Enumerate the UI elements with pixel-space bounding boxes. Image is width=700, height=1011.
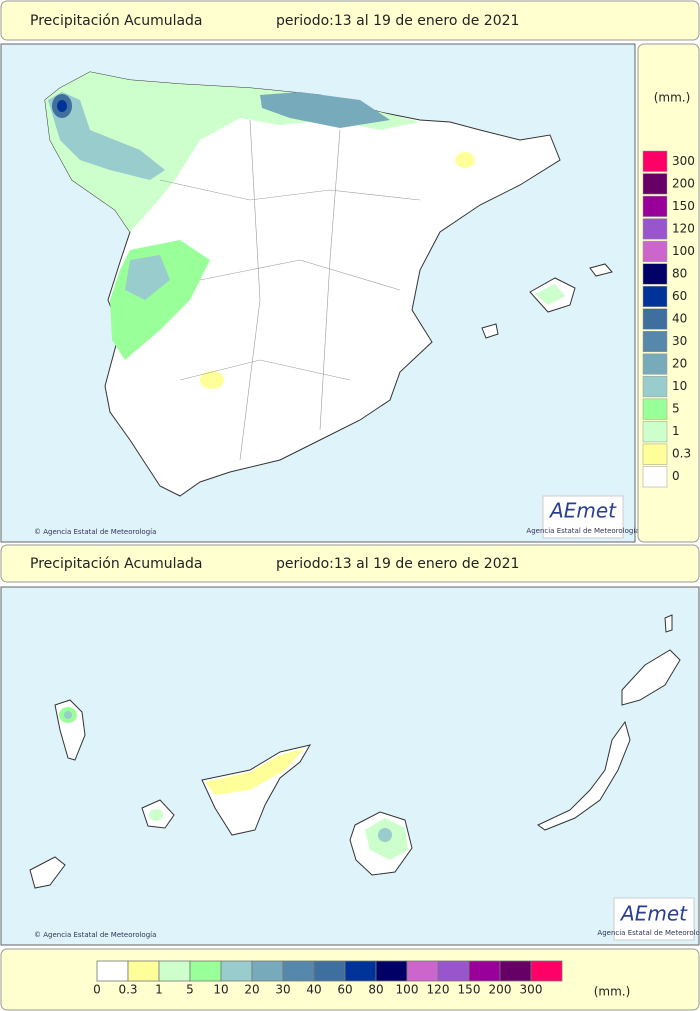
legend-swatch [642,443,668,465]
legend-swatch [642,331,668,353]
legend-swatch [642,308,668,330]
legend-unit: (mm.) [654,91,691,105]
logo-box [542,495,624,539]
legend-label: 20 [672,357,687,371]
legend-swatch [406,960,439,982]
legend-label: 60 [672,289,687,303]
legend-label: 10 [213,983,228,997]
legend-label: 0.3 [672,447,691,461]
credit: © Agencia Estatal de Meteorología [34,528,156,536]
legend-swatch [642,353,668,375]
map-title: Precipitación Acumulada [30,556,203,572]
legend-label: 60 [337,983,352,997]
legend-swatch [251,960,284,982]
legend-swatch [642,466,668,488]
legend-label: 100 [672,244,695,258]
logo-box [613,897,695,941]
legend-swatch [282,960,315,982]
legend-swatch [530,960,563,982]
legend-label: 30 [672,334,687,348]
legend-label: 300 [672,154,695,168]
legend-label: 0 [672,469,680,483]
header-box [0,0,700,41]
legend-swatch [96,960,129,982]
legend-unit: (mm.) [594,985,631,999]
legend-swatch [189,960,222,982]
legend-swatch [127,960,160,982]
map-period: periodo:13 al 19 de enero de 2021 [276,13,519,29]
legend-label: 200 [489,983,512,997]
logo-caption: Agencia Estatal de Meteorología [597,929,700,937]
legend-label: 120 [427,983,450,997]
legend-swatch [499,960,532,982]
legend: 0 0.3 1 5 10 20 30 40 60 80 100 120 150 200 300 [93,960,563,997]
legend-swatch [642,398,668,420]
legend-swatch [375,960,408,982]
legend-label: 1 [672,424,680,438]
legend-label: 100 [396,983,419,997]
legend-swatch [642,263,668,285]
legend-label: 200 [672,176,695,190]
map-area [0,586,700,946]
legend-label: 120 [672,221,695,235]
legend-label: 30 [275,983,290,997]
legend-swatch [642,150,668,172]
legend-label: 5 [672,402,680,416]
legend: 0 0.3 1 5 10 20 30 40 60 80 100 120 150 200 300 [642,150,695,488]
legend-swatch [344,960,377,982]
legend-label: 80 [368,983,383,997]
logo: AEmet [548,499,617,523]
logo: AEmet [619,902,688,926]
legend-label: 1 [155,983,163,997]
legend-label: 300 [520,983,543,997]
legend-swatch [642,421,668,443]
legend-swatch [313,960,346,982]
header-box [0,544,700,583]
legend-swatch [437,960,470,982]
map-period: periodo:13 al 19 de enero de 2021 [276,556,519,572]
credit: © Agencia Estatal de Meteorología [34,931,156,939]
legend-swatch [642,173,668,195]
legend-label: 10 [672,379,687,393]
map-title: Precipitación Acumulada [30,13,203,29]
legend-label: 0 [93,983,101,997]
legend-swatch [220,960,253,982]
legend-label: 40 [306,983,321,997]
legend-swatch [642,376,668,398]
legend-swatch [158,960,191,982]
peninsula-map [44,71,613,497]
legend-swatch [642,240,668,262]
legend-swatch [642,285,668,307]
logo-caption: Agencia Estatal de Meteorología [526,527,639,535]
legend-label: 150 [672,199,695,213]
legend-label: 20 [244,983,259,997]
legend-label: 150 [458,983,481,997]
legend-swatch [642,195,668,217]
legend-label: 40 [672,312,687,326]
canary-map [29,614,681,889]
legend-label: 0.3 [118,983,137,997]
legend-swatch [468,960,501,982]
legend-swatch [642,218,668,240]
legend-label: 5 [186,983,194,997]
legend-label: 80 [672,266,687,280]
